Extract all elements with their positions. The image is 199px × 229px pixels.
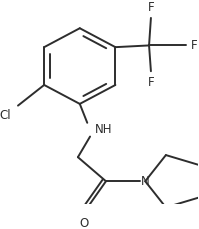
- Text: F: F: [148, 1, 154, 14]
- Text: N: N: [141, 175, 150, 188]
- Text: NH: NH: [95, 123, 112, 136]
- Text: F: F: [191, 39, 198, 52]
- Text: F: F: [148, 76, 154, 89]
- Text: Cl: Cl: [0, 109, 12, 122]
- Text: O: O: [79, 217, 88, 229]
